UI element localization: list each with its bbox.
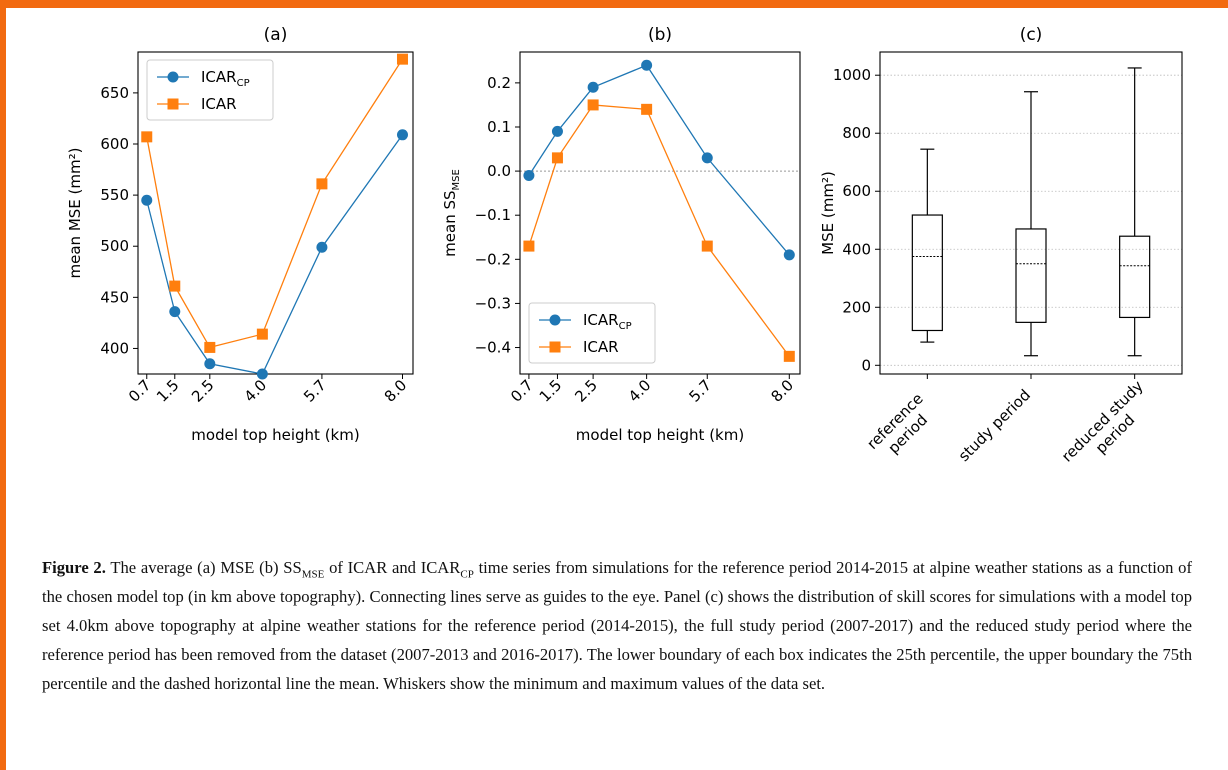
data-point bbox=[551, 152, 563, 164]
series-line bbox=[528, 64, 790, 256]
box bbox=[1119, 235, 1151, 319]
y-tick-label: 0.1 bbox=[487, 118, 511, 136]
caption-sub-1: MSE bbox=[301, 568, 325, 581]
data-point bbox=[641, 103, 653, 115]
data-point bbox=[551, 125, 563, 137]
data-point bbox=[783, 350, 795, 362]
panel-title: (a) bbox=[264, 25, 288, 45]
axes-frame bbox=[137, 51, 414, 375]
x-tick-label: 0.7 bbox=[125, 376, 155, 406]
data-point bbox=[169, 280, 181, 292]
series-line bbox=[146, 58, 404, 349]
box bbox=[1015, 228, 1047, 323]
y-tick-label: 650 bbox=[100, 84, 129, 102]
data-point bbox=[256, 368, 268, 380]
caption-text-1: The average (a) MSE (b) SS bbox=[110, 558, 302, 577]
y-tick-label: −0.1 bbox=[475, 206, 511, 224]
caption-text-2: of ICAR and ICAR bbox=[329, 558, 461, 577]
x-tick-label: 4.0 bbox=[625, 376, 655, 406]
y-tick-label: 450 bbox=[100, 288, 129, 306]
y-tick-label: 1000 bbox=[833, 66, 871, 84]
y-tick-label: 400 bbox=[100, 339, 129, 357]
x-tick-label: 2.5 bbox=[188, 376, 218, 406]
data-point bbox=[587, 81, 599, 93]
x-tick-label: 4.0 bbox=[241, 376, 271, 406]
y-tick-label: 0.0 bbox=[487, 162, 511, 180]
legend-label: ICAR bbox=[201, 95, 237, 113]
y-tick-label: 0 bbox=[861, 356, 871, 374]
x-tick-label: 5.7 bbox=[300, 376, 330, 406]
y-tick-label: −0.3 bbox=[475, 294, 511, 312]
x-axis-label: model top height (km) bbox=[576, 426, 744, 444]
data-point bbox=[641, 59, 653, 71]
y-tick-label: −0.4 bbox=[475, 339, 511, 357]
legend-marker bbox=[167, 71, 179, 83]
y-tick-label: 550 bbox=[100, 186, 129, 204]
x-tick-label: reduced studyperiod bbox=[1058, 377, 1160, 479]
y-tick-label: 600 bbox=[842, 182, 871, 200]
legend-marker bbox=[549, 341, 561, 353]
y-tick-label: −0.2 bbox=[475, 250, 511, 268]
data-point bbox=[701, 152, 713, 164]
box bbox=[911, 214, 943, 332]
x-tick-label: 5.7 bbox=[685, 376, 715, 406]
x-tick-label: 0.7 bbox=[507, 376, 537, 406]
data-point bbox=[169, 306, 181, 318]
data-point bbox=[141, 194, 153, 206]
data-point bbox=[523, 240, 535, 252]
caption-sub-2: CP bbox=[460, 568, 474, 581]
axes-frame bbox=[519, 51, 801, 375]
panel-title: (b) bbox=[648, 25, 672, 45]
x-axis-label: model top height (km) bbox=[191, 426, 359, 444]
data-point bbox=[396, 129, 408, 141]
data-point bbox=[396, 53, 408, 65]
y-tick-label: 0.2 bbox=[487, 74, 511, 92]
data-point bbox=[204, 341, 216, 353]
data-point bbox=[783, 249, 795, 261]
series-line bbox=[528, 104, 790, 357]
x-tick-label: study period bbox=[955, 386, 1034, 465]
y-axis-label: mean MSE (mm²) bbox=[66, 148, 84, 279]
panel-title: (c) bbox=[1020, 25, 1043, 45]
data-point bbox=[256, 328, 268, 340]
data-point bbox=[141, 131, 153, 143]
x-tick-label: 1.5 bbox=[536, 376, 566, 406]
y-axis-label: mean SSMSE bbox=[441, 169, 462, 257]
y-tick-label: 400 bbox=[842, 240, 871, 258]
series-line bbox=[146, 134, 404, 375]
caption-text-3: time series from simulations for the ref… bbox=[42, 558, 1192, 693]
x-tick-label: 8.0 bbox=[768, 376, 798, 406]
data-point bbox=[316, 178, 328, 190]
data-point bbox=[587, 99, 599, 111]
figure-caption: Figure 2. The average (a) MSE (b) SSMSE … bbox=[42, 553, 1192, 698]
data-point bbox=[701, 240, 713, 252]
x-tick-label: referenceperiod bbox=[863, 390, 939, 466]
panel-b: (b) 0.2 0.1 0.0 −0.1 −0.2 −0.3 −0.4 0.71.5 2.5 4.0… bbox=[441, 25, 801, 444]
y-tick-label: 800 bbox=[842, 124, 871, 142]
legend-marker bbox=[549, 314, 561, 326]
data-point bbox=[523, 170, 535, 182]
data-point bbox=[316, 241, 328, 253]
y-tick-label: 500 bbox=[100, 237, 129, 255]
y-axis-label: MSE (mm²) bbox=[819, 171, 837, 255]
legend-marker bbox=[167, 98, 179, 110]
x-tick-label: 8.0 bbox=[381, 376, 411, 406]
legend-label: ICAR bbox=[583, 338, 619, 356]
panel-a: (a) 400 450 500 550 600 650 0.71.5 2.5 4.0 5.7 8.0 m… bbox=[66, 25, 414, 444]
y-tick-label: 600 bbox=[100, 135, 129, 153]
y-tick-label: 200 bbox=[842, 298, 871, 316]
data-point bbox=[204, 358, 216, 370]
x-tick-label: 1.5 bbox=[153, 376, 183, 406]
x-tick-label: 2.5 bbox=[571, 376, 601, 406]
caption-label: Figure 2. bbox=[42, 558, 106, 577]
panel-c: (c) 0 200 400 600 800 1000 MSE (mm²) referencepe… bbox=[819, 25, 1183, 479]
